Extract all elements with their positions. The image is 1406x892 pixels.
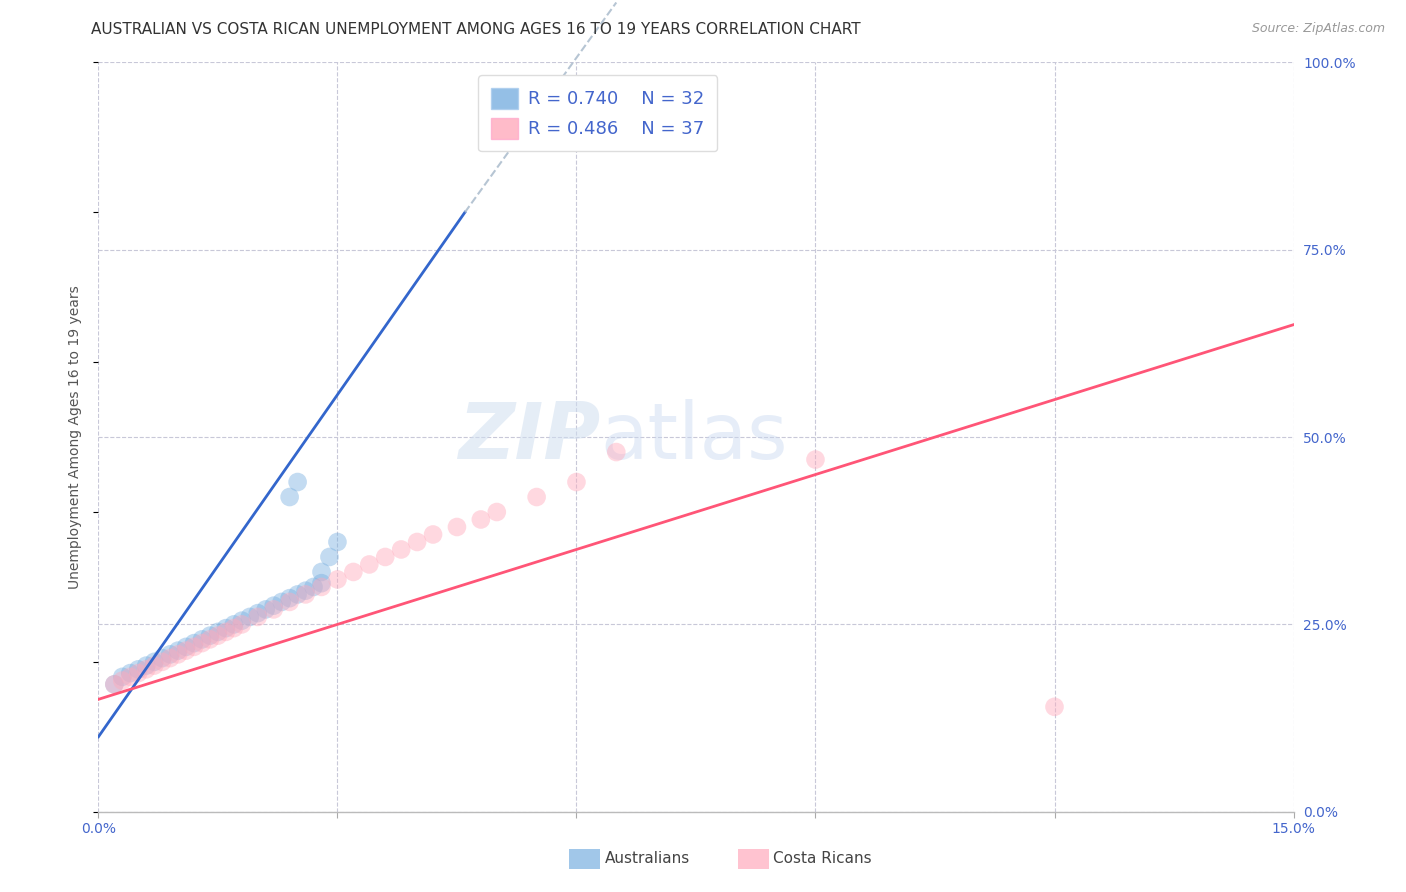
Point (287, 587, 309, 601)
Point (231, 617, 253, 632)
Point (422, 527, 444, 541)
Point (311, 580, 333, 594)
Point (150, 655, 173, 669)
Point (246, 610, 269, 624)
Point (135, 662, 157, 676)
Point (311, 565, 333, 579)
Point (111, 670, 134, 684)
Point (389, 542, 412, 557)
Point (406, 535, 429, 549)
Point (470, 512, 492, 526)
Point (103, 677, 125, 691)
Point (446, 520, 468, 534)
Text: atlas: atlas (600, 399, 787, 475)
Point (159, 651, 181, 665)
Text: AUSTRALIAN VS COSTA RICAN UNEMPLOYMENT AMONG AGES 16 TO 19 YEARS CORRELATION CHA: AUSTRALIAN VS COSTA RICAN UNEMPLOYMENT A… (91, 22, 860, 37)
Point (143, 658, 166, 673)
Point (198, 629, 221, 643)
Point (326, 573, 349, 587)
Point (278, 591, 301, 606)
Point (278, 595, 301, 609)
Text: Source: ZipAtlas.com: Source: ZipAtlas.com (1251, 22, 1385, 36)
Point (207, 629, 229, 643)
Point (311, 576, 333, 591)
Point (263, 599, 285, 613)
Point (183, 636, 205, 650)
Point (342, 565, 364, 579)
Point (127, 666, 149, 681)
Point (174, 643, 197, 657)
Point (103, 677, 125, 691)
Point (565, 475, 588, 489)
Point (222, 621, 245, 635)
Point (287, 475, 309, 489)
Point (302, 580, 325, 594)
Text: Australians: Australians (605, 851, 690, 865)
Point (120, 670, 142, 684)
Text: ZIP: ZIP (458, 399, 600, 475)
Point (215, 621, 238, 635)
Point (127, 662, 149, 676)
Point (359, 558, 381, 572)
Point (294, 587, 316, 601)
Point (159, 648, 181, 662)
Point (254, 602, 277, 616)
Point (222, 617, 245, 632)
Point (605, 445, 627, 459)
Legend: R = 0.740    N = 32, R = 0.486    N = 37: R = 0.740 N = 32, R = 0.486 N = 37 (478, 75, 717, 152)
Point (207, 624, 229, 639)
Point (150, 651, 173, 665)
Point (231, 614, 253, 628)
Point (135, 658, 157, 673)
Point (1043, 699, 1066, 714)
Point (183, 640, 205, 654)
Point (174, 640, 197, 654)
Point (294, 583, 316, 598)
Point (246, 606, 269, 620)
Point (804, 452, 827, 467)
Point (120, 666, 142, 681)
Point (263, 602, 285, 616)
Point (215, 624, 238, 639)
Y-axis label: Unemployment Among Ages 16 to 19 years: Unemployment Among Ages 16 to 19 years (69, 285, 83, 589)
Point (485, 505, 508, 519)
Point (326, 535, 349, 549)
Point (318, 549, 340, 564)
Point (526, 490, 548, 504)
Point (167, 648, 190, 662)
Point (374, 549, 396, 564)
Text: Costa Ricans: Costa Ricans (773, 851, 872, 865)
Point (167, 643, 190, 657)
Point (191, 636, 214, 650)
Point (143, 655, 166, 669)
Point (198, 632, 221, 647)
Point (191, 632, 214, 647)
Point (111, 673, 134, 688)
Point (278, 490, 301, 504)
Point (239, 610, 262, 624)
Point (270, 595, 292, 609)
